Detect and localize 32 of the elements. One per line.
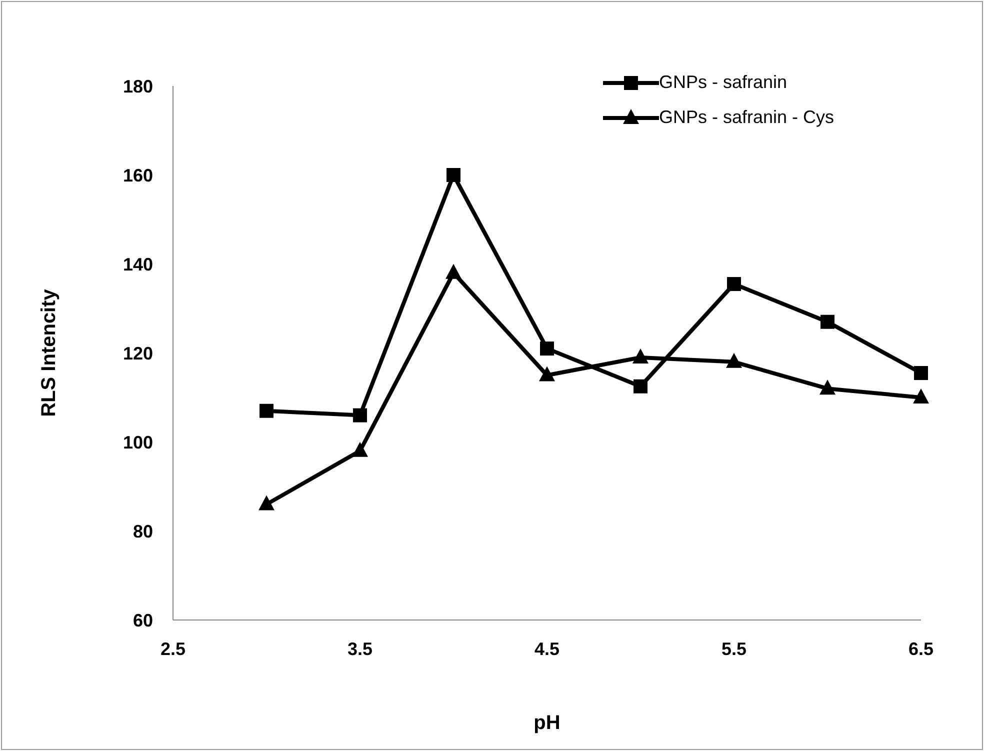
point [258,495,274,510]
point [820,380,836,395]
x-axis-title: pH [534,712,560,734]
x-tick-label: 3.5 [347,638,373,659]
x-tick-label: 4.5 [534,638,560,659]
point [820,314,834,329]
x-tick-label: 5.5 [721,638,747,659]
x-tick-label: 6.5 [908,638,934,659]
legend-label: GNPs - safranin [658,72,787,93]
y-tick-label: 140 [122,254,153,274]
x-tick-label: 2.5 [160,638,186,659]
point [726,352,742,368]
point [353,408,367,422]
legend-label: GNPs - safranin - Cys [658,107,834,128]
point [634,379,648,394]
point [632,348,648,364]
y-tick-label: 160 [122,165,153,186]
point [446,264,462,279]
point [914,366,928,380]
point [446,168,460,182]
y-tick-label: 120 [122,343,153,364]
point [727,277,741,292]
y-tick-label: 60 [132,610,153,630]
y-tick-label: 100 [122,432,153,452]
point [352,442,368,457]
point [539,366,555,382]
point [260,404,274,418]
point [540,342,554,356]
y-axis-title: RLS Intencity [38,288,60,417]
point [913,388,929,404]
y-tick-label: 80 [132,521,153,542]
y-tick-label: 180 [122,76,153,96]
